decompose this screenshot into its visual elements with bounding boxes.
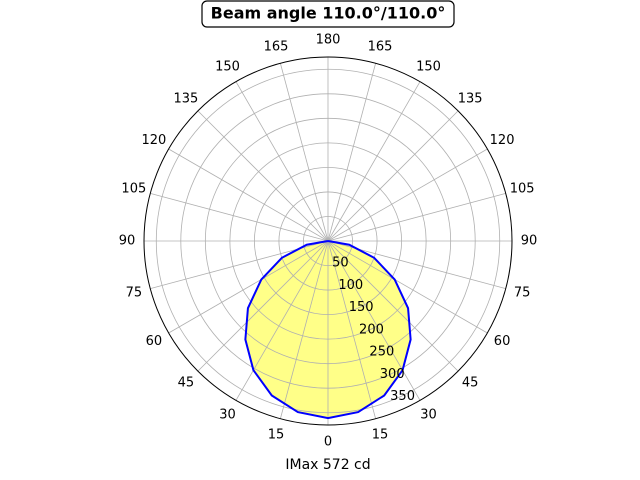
chart-title: Beam angle 110.0°/110.0°: [211, 4, 446, 23]
grid-spoke: [327, 240, 421, 401]
theta-tick-label: 180: [316, 33, 341, 48]
theta-tick-label: 135: [173, 91, 198, 106]
grid-spoke: [168, 240, 329, 334]
grid-spoke: [197, 110, 329, 242]
grid-spoke: [327, 81, 421, 242]
theta-tick-label: 165: [368, 39, 393, 54]
theta-tick-label: 15: [372, 428, 389, 443]
grid-spoke: [279, 240, 329, 419]
theta-tick-label: 30: [219, 408, 236, 423]
grid-spoke: [279, 63, 329, 242]
r-tick-label: 250: [369, 345, 394, 360]
r-tick-label: 350: [390, 389, 415, 404]
theta-tick-label: 15: [268, 428, 285, 443]
line: [244, 240, 412, 420]
theta-tick-label: 165: [264, 39, 289, 54]
theta-tick-label: 135: [458, 91, 483, 106]
theta-tick-label: 150: [416, 59, 441, 74]
theta-tick-label: 105: [121, 181, 146, 196]
grid-spoke: [197, 240, 329, 372]
grid-spoke: [327, 148, 488, 242]
grid-spoke: [327, 192, 506, 242]
theta-tick-label: 0: [324, 435, 332, 450]
title-box: [201, 0, 455, 28]
theta-tick-label: 120: [490, 133, 515, 148]
grid-spoke: [327, 110, 459, 242]
theta-tick-label: 75: [514, 286, 531, 301]
grid-spoke: [327, 240, 459, 372]
grid-spoke: [327, 240, 488, 334]
grid-spoke: [327, 63, 377, 242]
theta-tick-label: 60: [494, 334, 511, 349]
theta-tick-label: 45: [178, 376, 195, 391]
r-tick-label: 200: [359, 322, 384, 337]
x-axis-label: IMax 572 cd: [285, 457, 370, 473]
plot-area: 0 15 30 45 60 75 90 105 120 135 150 165 180 165 150 135…: [119, 33, 538, 450]
r-tick-label: 50: [332, 256, 349, 271]
grid-spoke: [168, 148, 329, 242]
theta-tick-label: 90: [119, 234, 136, 249]
grid-spoke: [235, 81, 329, 242]
theta-tick-label: 60: [146, 334, 163, 349]
r-tick-label: 300: [380, 367, 405, 382]
theta-tick-label: 150: [215, 59, 240, 74]
grid-spoke: [235, 240, 329, 401]
theta-tick-label: 90: [521, 234, 538, 249]
outer-circle: [143, 56, 513, 426]
theta-tick-label: 45: [462, 376, 479, 391]
theta-tick-label: 75: [126, 286, 143, 301]
r-tick-label: 100: [338, 278, 363, 293]
grid-spoke: [150, 192, 329, 242]
theta-tick-label: 30: [420, 408, 437, 423]
theta-tick-label: 105: [510, 181, 535, 196]
grid-spoke: [327, 240, 377, 419]
r-tick-label: 150: [349, 300, 374, 315]
theta-tick-label: 120: [142, 133, 167, 148]
